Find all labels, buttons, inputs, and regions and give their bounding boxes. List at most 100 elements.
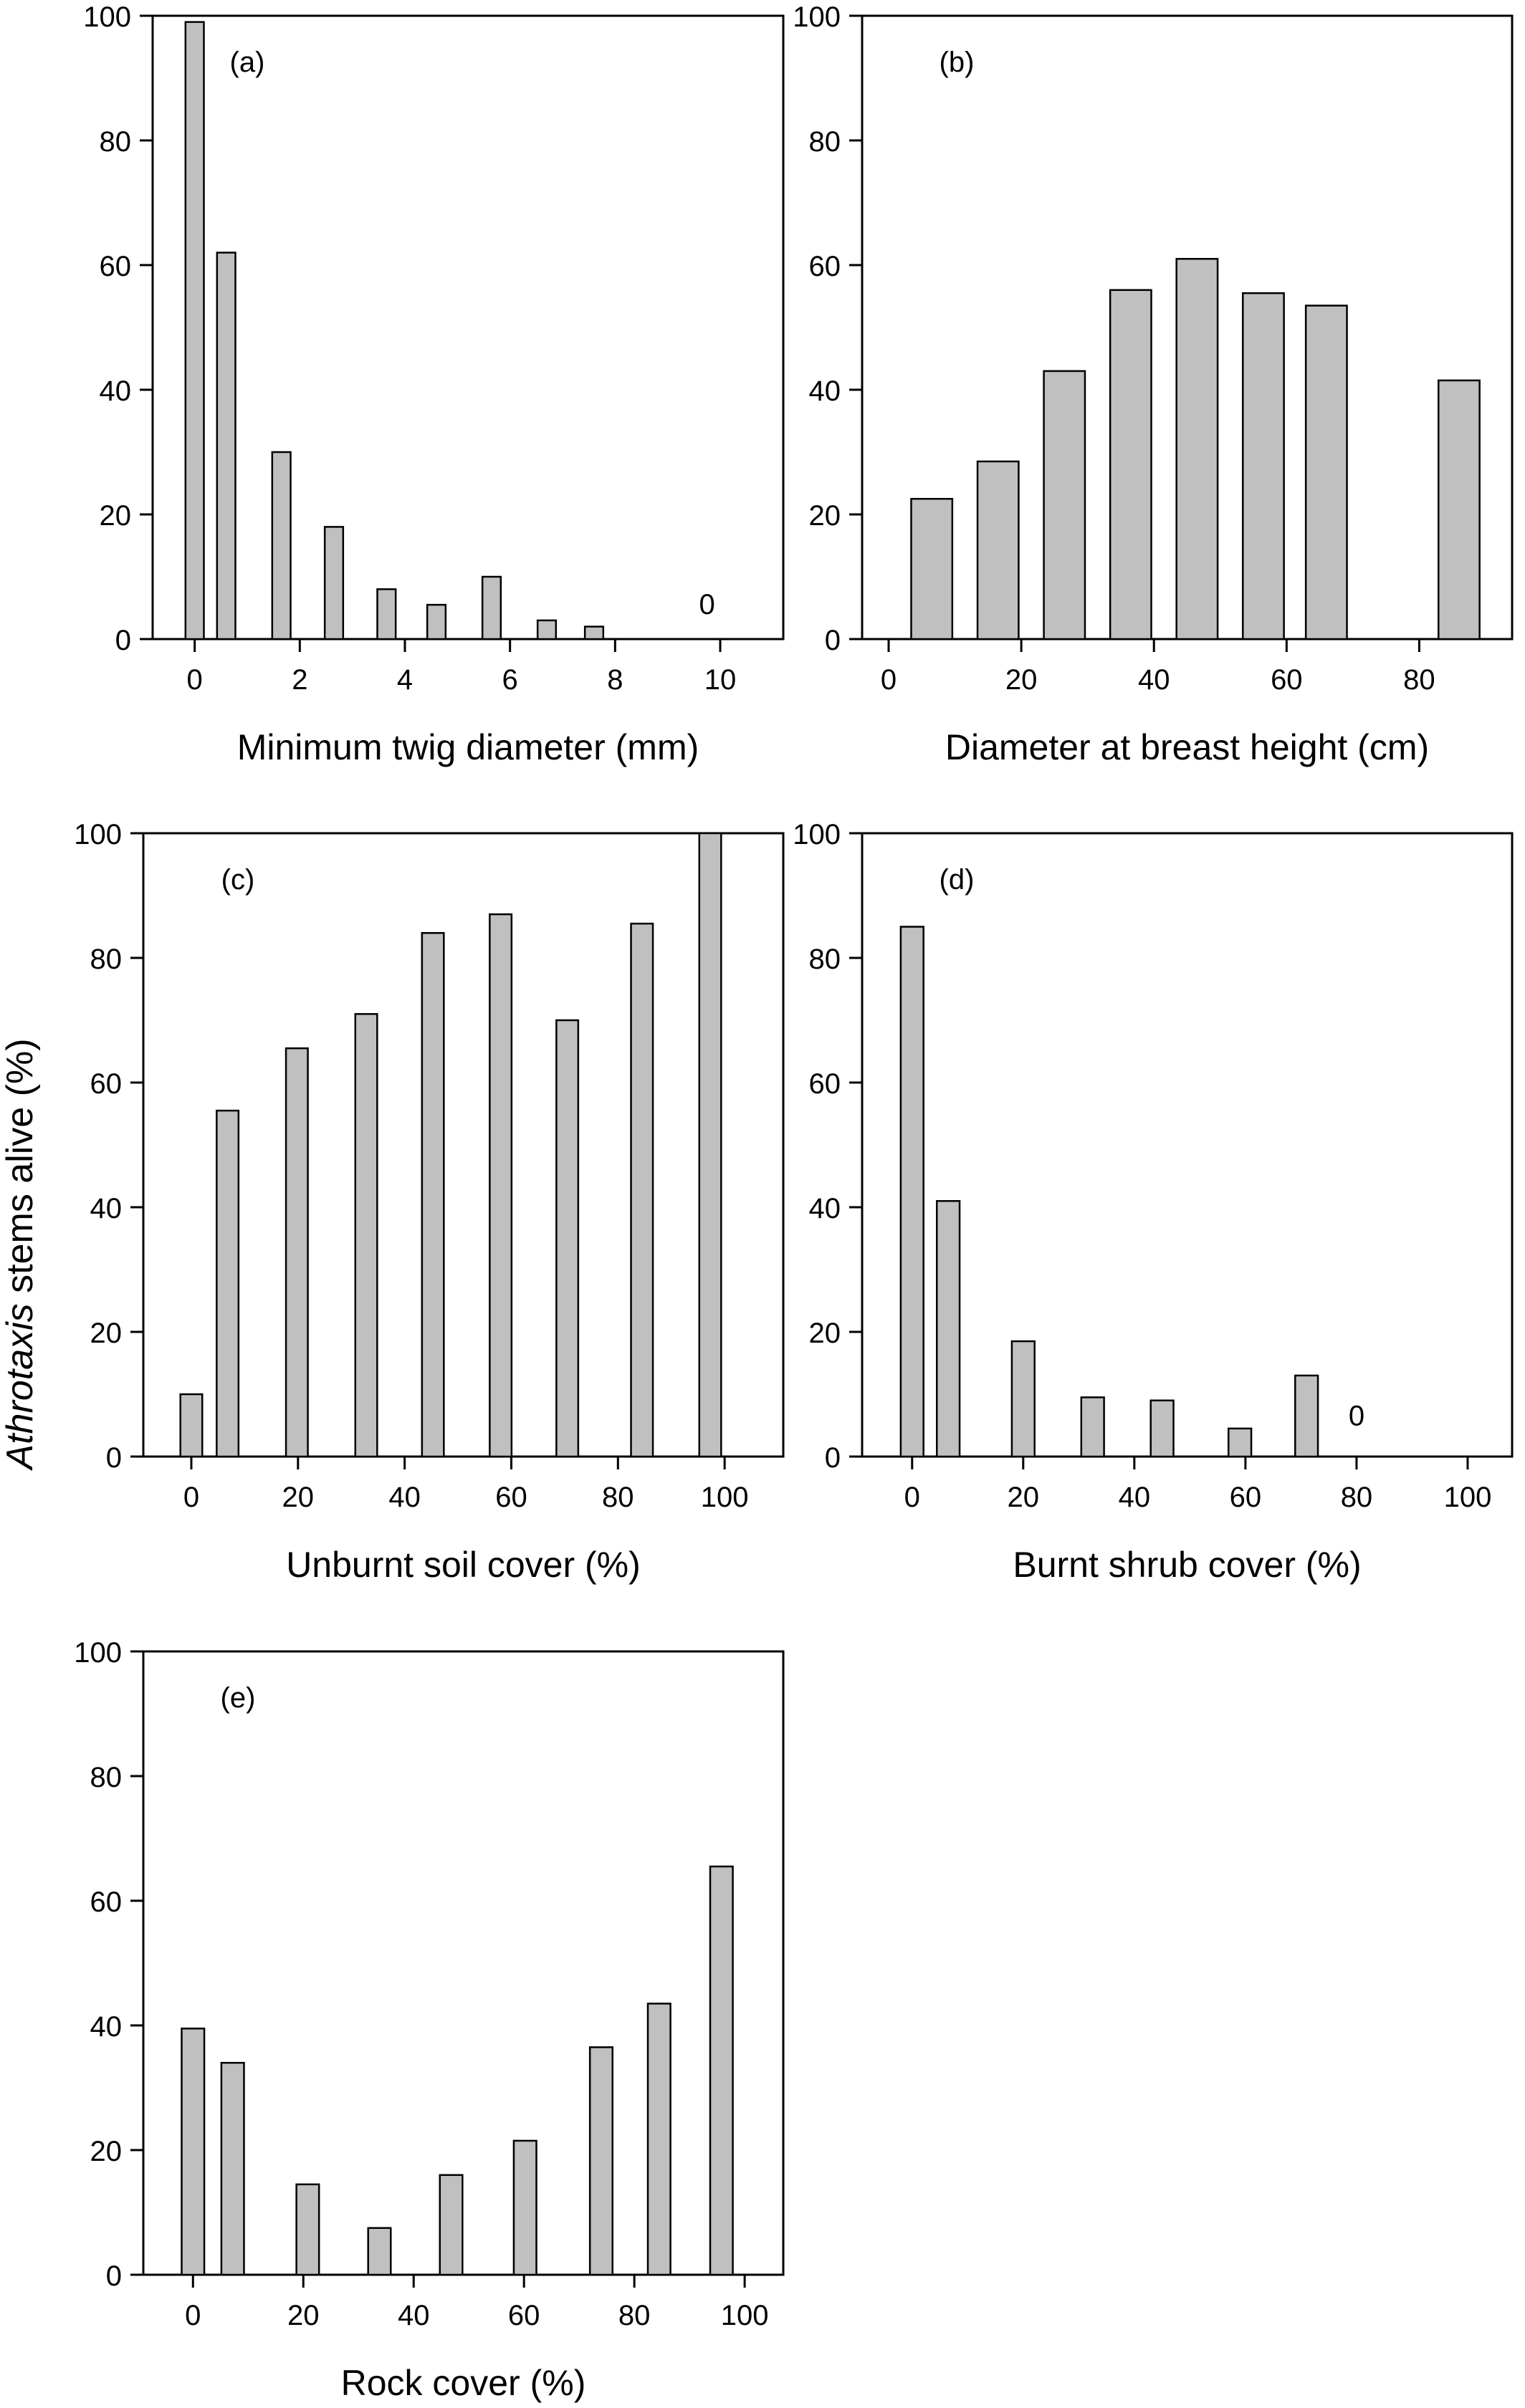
bar [698, 832, 722, 1458]
x-axis-title: Unburnt soil cover (%) [286, 1545, 641, 1585]
y-tick-label: 80 [809, 944, 841, 975]
y-tick-label: 60 [809, 251, 841, 282]
bar [426, 603, 447, 641]
bar [1304, 304, 1348, 641]
panel-label: (e) [221, 1682, 256, 1714]
bar [376, 588, 397, 641]
y-tick-label: 20 [809, 1318, 841, 1349]
bar [220, 2061, 245, 2276]
panel-label: (b) [940, 47, 975, 78]
bar [271, 451, 292, 641]
bar [588, 2046, 613, 2276]
bar [184, 21, 205, 641]
bar [1175, 258, 1219, 641]
y-tick-label: 0 [106, 1442, 122, 1474]
y-tick-label: 80 [100, 126, 132, 158]
bar [216, 1109, 240, 1458]
x-axis-title: Burnt shrub cover (%) [1013, 1545, 1361, 1585]
y-tick-label: 40 [90, 2011, 123, 2043]
panel-b: 0 20 40 60 80 100 0 20 40 60 80 (b) Diameter at brea… [793, 1, 1514, 767]
bar [630, 922, 654, 1458]
y-tick-label: 20 [809, 500, 841, 532]
x-tick-label: 100 [721, 2300, 769, 2331]
x-tick-label: 0 [187, 664, 203, 696]
x-axis-title: Diameter at breast height (cm) [945, 727, 1429, 767]
y-tick-label: 100 [74, 819, 122, 850]
panel-c: 0 20 40 60 80 100 0 20 40 60 80 100 (c) Unburnt soil … [74, 819, 785, 1585]
plot-frame [142, 832, 785, 1458]
data-annotation: 0 [1349, 1401, 1364, 1432]
bar [489, 913, 513, 1458]
bar [1010, 1340, 1036, 1458]
shared-y-axis-label: Athrotaxis stems alive (%) [0, 1038, 41, 1471]
y-tick-label: 40 [809, 1193, 841, 1224]
x-tick-label: 40 [1138, 664, 1170, 696]
x-tick-label: 80 [602, 1482, 634, 1513]
x-tick-label: 80 [618, 2300, 651, 2331]
y-tick-label: 20 [100, 500, 132, 532]
x-tick-label: 60 [1230, 1482, 1262, 1513]
x-tick-label: 80 [1341, 1482, 1373, 1513]
bar [1043, 370, 1086, 641]
x-tick-label: 60 [1271, 664, 1303, 696]
x-tick-label: 0 [185, 2300, 201, 2331]
bar [976, 460, 1020, 641]
x-tick-label: 40 [398, 2300, 430, 2331]
bar [583, 625, 605, 641]
y-tick-label: 100 [793, 1, 841, 33]
panel-label: (c) [221, 864, 255, 896]
y-tick-label: 80 [90, 1762, 123, 1793]
y-tick-label: 60 [100, 251, 132, 282]
plot-frame [151, 14, 785, 641]
x-axis-title: Minimum twig diameter (mm) [237, 727, 699, 767]
y-tick-label: 0 [825, 1442, 841, 1474]
x-tick-label: 0 [183, 1482, 199, 1513]
bar [1294, 1374, 1319, 1458]
bar [367, 2227, 392, 2276]
bar [936, 1200, 961, 1458]
y-tick-label: 0 [115, 625, 131, 656]
bar [1149, 1399, 1175, 1458]
y-tick-label: 100 [83, 1, 131, 33]
bar [354, 1013, 378, 1458]
bar [323, 526, 345, 641]
bar [439, 2174, 464, 2276]
ylabel-italic: Athrotaxis [0, 1303, 41, 1471]
y-tick-label: 100 [74, 1637, 122, 1669]
y-tick-label: 60 [90, 1068, 123, 1100]
x-tick-label: 20 [1008, 1482, 1040, 1513]
x-tick-label: 20 [282, 1482, 315, 1513]
bar [512, 2139, 537, 2276]
x-tick-label: 4 [397, 664, 413, 696]
x-axis-title: Rock cover (%) [341, 2363, 586, 2403]
bar [1080, 1396, 1105, 1458]
x-tick-label: 100 [1444, 1482, 1492, 1513]
y-tick-label: 40 [90, 1193, 123, 1224]
bar [646, 2002, 671, 2276]
data-annotation: 0 [699, 589, 715, 620]
panel-label: (a) [230, 47, 265, 78]
x-tick-label: 2 [292, 664, 307, 696]
y-tick-label: 80 [809, 126, 841, 158]
y-tick-label: 20 [90, 2136, 123, 2167]
x-tick-label: 80 [1403, 664, 1435, 696]
x-tick-label: 10 [704, 664, 737, 696]
bar [181, 2028, 206, 2276]
y-tick-label: 0 [825, 625, 841, 656]
x-tick-label: 6 [502, 664, 518, 696]
bar [910, 498, 954, 641]
x-tick-label: 60 [508, 2300, 540, 2331]
y-tick-label: 80 [90, 944, 123, 975]
x-tick-label: 20 [287, 2300, 320, 2331]
bar [1228, 1427, 1253, 1458]
bar [899, 926, 924, 1458]
bar [216, 251, 236, 641]
bar [421, 931, 445, 1458]
y-tick-label: 60 [90, 1886, 123, 1918]
bar [295, 2183, 320, 2276]
y-tick-label: 40 [809, 375, 841, 407]
x-tick-label: 0 [881, 664, 897, 696]
x-tick-label: 40 [388, 1482, 421, 1513]
bar [285, 1047, 309, 1458]
